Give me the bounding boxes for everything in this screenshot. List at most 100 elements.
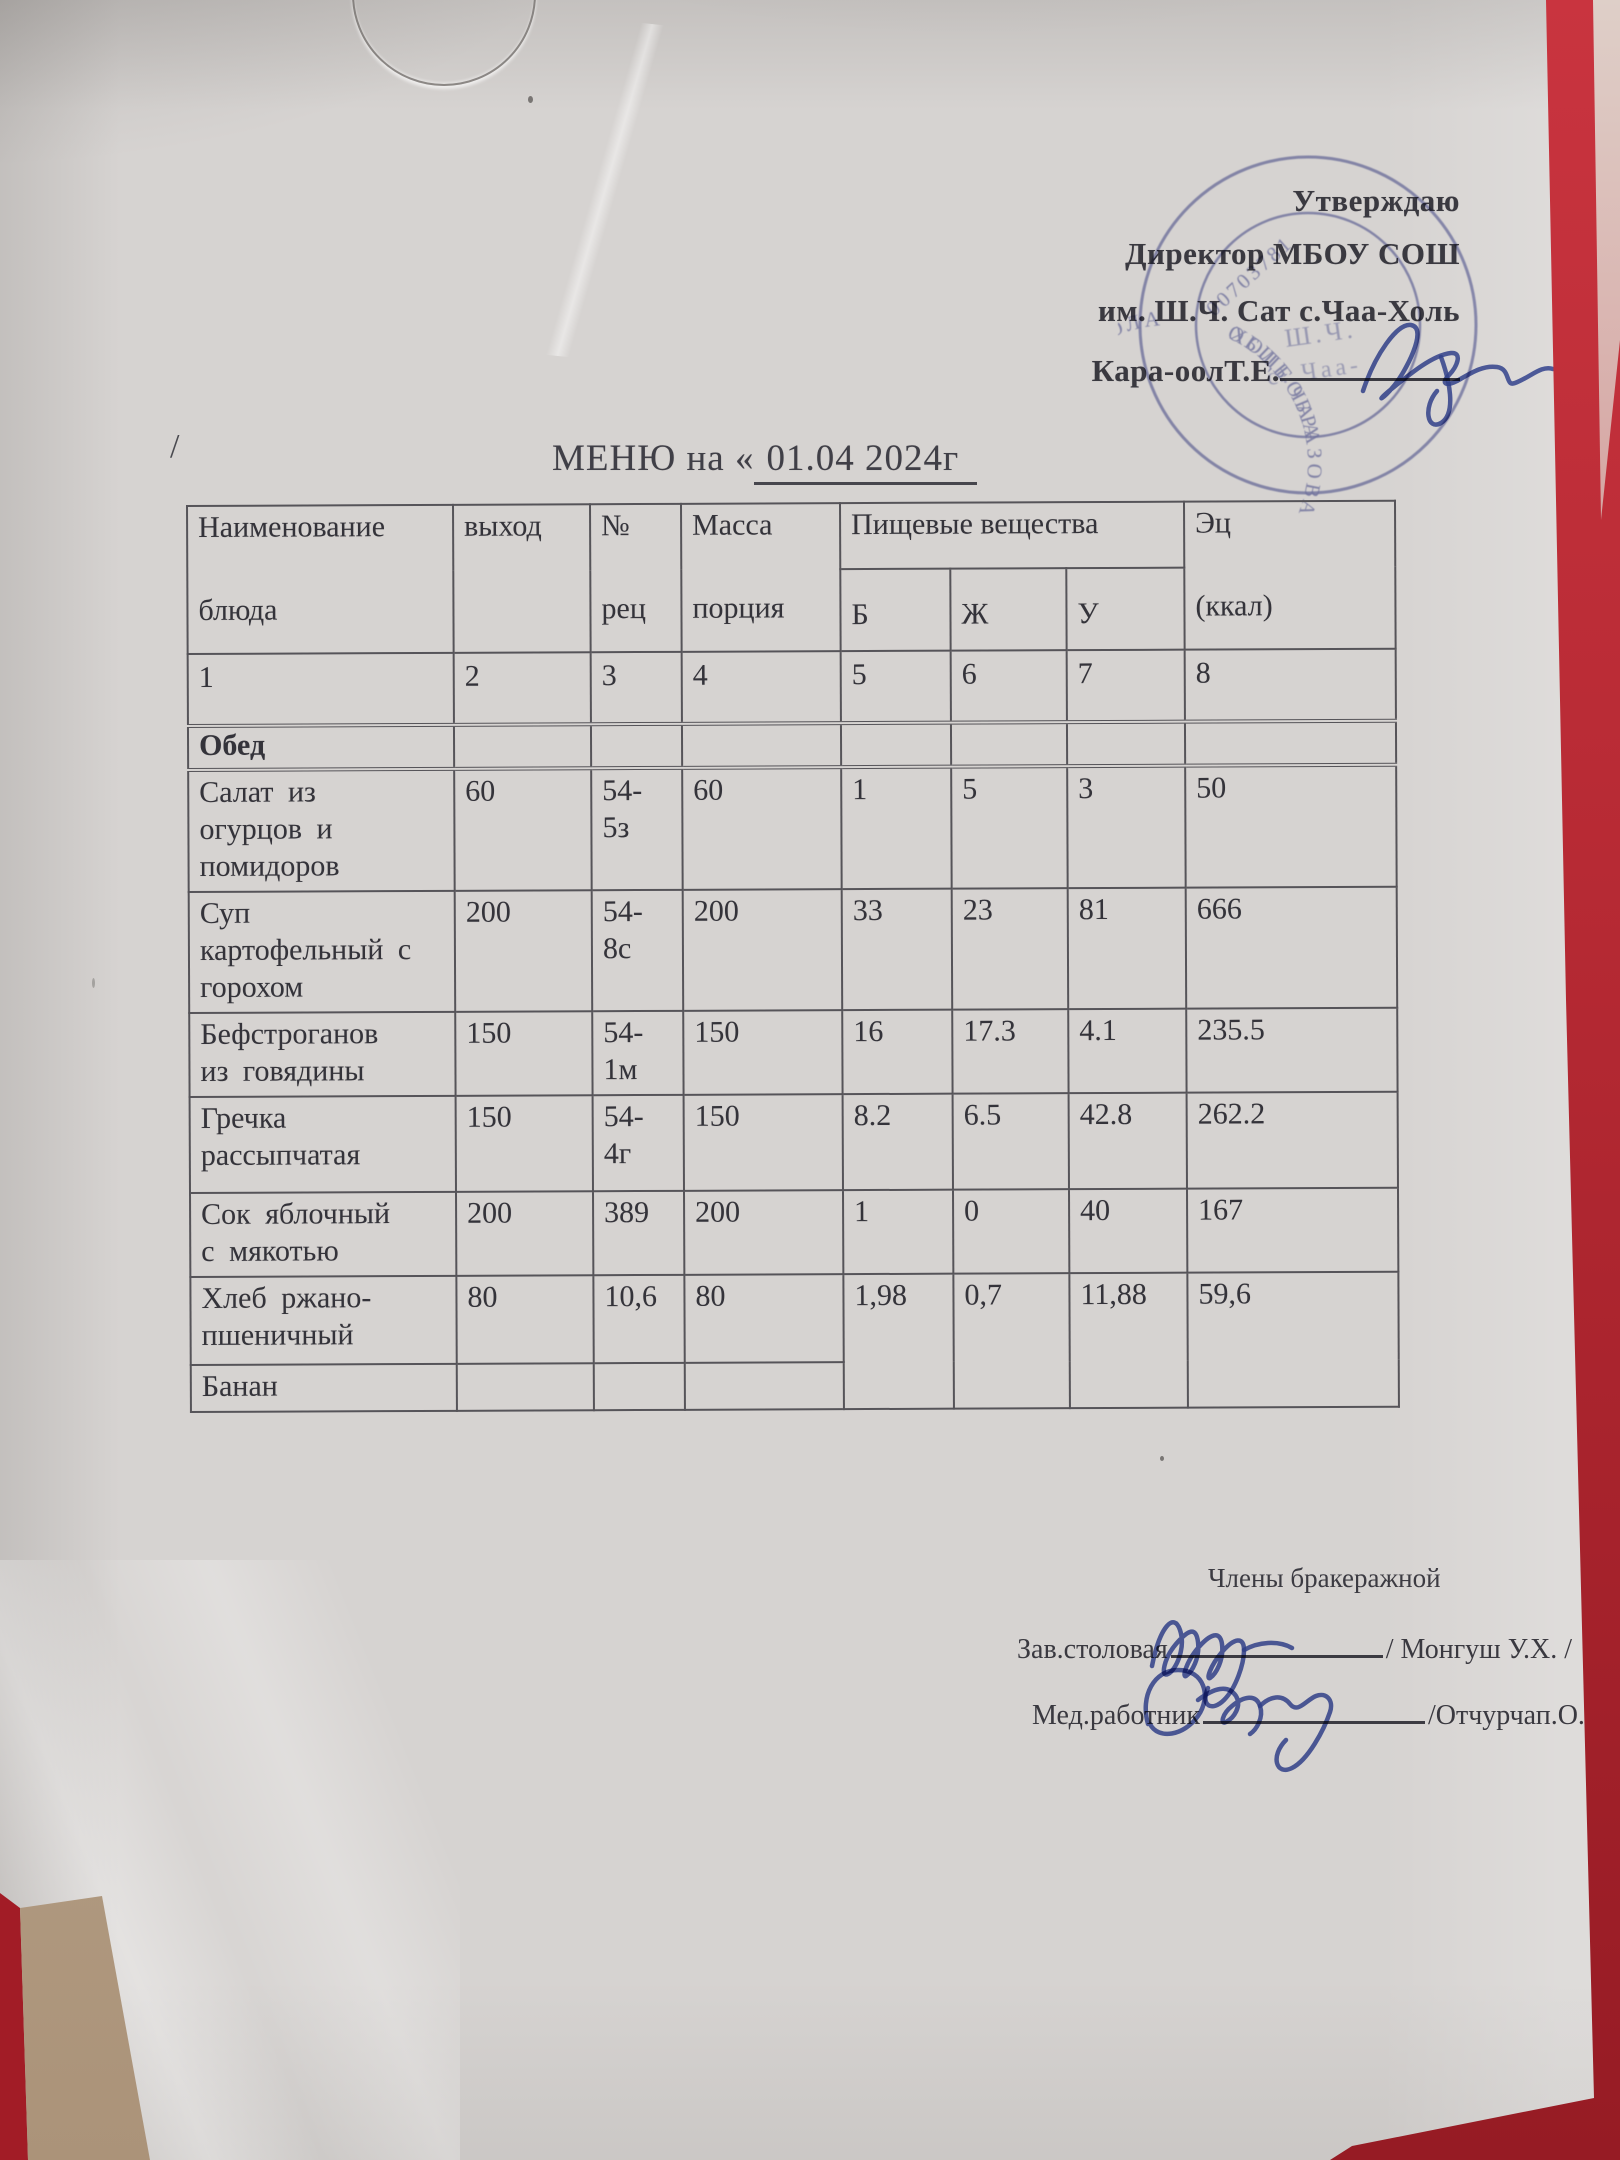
output-cell: 150 — [455, 1011, 593, 1096]
canteen-manager-signature — [1149, 1620, 1295, 1709]
empty-cell — [590, 723, 683, 769]
medical-worker-signature — [1143, 1667, 1334, 1772]
empty-cell — [456, 1363, 594, 1411]
kcal-cell: 235.5 — [1186, 1007, 1398, 1093]
recipe-cell: 10,6 — [593, 1274, 685, 1364]
mass-cell: 200 — [683, 1190, 844, 1275]
column-number: 3 — [590, 651, 682, 725]
recipe-cell: 54- 4г — [592, 1094, 684, 1192]
column-number: 4 — [681, 651, 841, 724]
table-row: Суп картофельный с горохом 200 54- 8с 20… — [188, 886, 1398, 1013]
kcal-cell: 666 — [1185, 886, 1398, 1009]
header-text: Эц — [1195, 506, 1232, 540]
header-text: Наименование — [198, 510, 386, 544]
carbs-cell: 40 — [1068, 1188, 1188, 1274]
menu-table: Наименование блюда выход № рец Масса порция… — [186, 500, 1400, 1413]
header-cell-dish: Наименование блюда — [187, 504, 454, 654]
header-cell-output: выход — [453, 504, 591, 653]
header-text: порция — [692, 591, 785, 625]
header-cell-nutrients-group: Пищевые вещества — [839, 501, 1185, 570]
recipe-cell: 54- 1м — [592, 1010, 684, 1096]
empty-cell — [684, 1362, 844, 1410]
official-round-stamp: ХОЛЬ ЧАА ОБЩЕОБРАЗОВАТЕЛЬНОЕ КОЖУУНА РЕС… — [1118, 155, 1478, 515]
punch-hole — [352, 0, 536, 86]
header-text: Масса — [692, 508, 773, 542]
dish-name-cell: Бефстроганов из говядины — [189, 1011, 456, 1097]
fat-cell: 0 — [952, 1189, 1070, 1274]
header-text: (ккал) — [1195, 589, 1273, 623]
sleeve-glare — [0, 1560, 460, 2160]
carbs-cell: 81 — [1067, 887, 1187, 1010]
kcal-cell: 50 — [1185, 764, 1397, 888]
column-number: 8 — [1184, 648, 1396, 722]
mass-cell: 150 — [683, 1094, 843, 1191]
menu-date: 01.04 2024г — [754, 437, 978, 485]
column-number: 5 — [840, 650, 951, 724]
protein-cell: 16 — [842, 1009, 953, 1095]
table-row: Хлеб ржано- пшеничный 80 10,6 80 1,98 0,… — [190, 1271, 1399, 1410]
protein-cell: 1 — [841, 766, 952, 890]
dish-name-cell: Хлеб ржано- пшеничный — [190, 1275, 457, 1365]
header-cell-energy: Эц (ккал) — [1183, 500, 1396, 650]
protein-cell: 1,98 — [843, 1273, 954, 1410]
empty-cell — [453, 724, 592, 769]
fat-cell: 17.3 — [952, 1009, 1069, 1094]
mass-cell: 150 — [683, 1010, 843, 1095]
carbs-cell: 3 — [1067, 765, 1186, 889]
table-row: Салат из огурцов и помидоров 60 54- 5з 6… — [188, 764, 1397, 892]
person-name: / Монгуш У.Х. / — [1385, 1634, 1572, 1665]
empty-cell — [1066, 721, 1186, 767]
director-name: Кара-оолТ.Е. — [1091, 353, 1280, 388]
empty-cell — [840, 722, 952, 768]
header-cell-protein: Б — [840, 568, 951, 652]
page-title: МЕНЮ на «01.04 2024г — [552, 437, 978, 485]
output-cell: 150 — [455, 1095, 593, 1192]
header-text: № — [601, 509, 630, 543]
signature-stroke — [1241, 1640, 1295, 1653]
sleeve-crease — [502, 12, 708, 368]
signature-stroke — [1143, 1667, 1208, 1737]
signature-stroke — [1426, 354, 1453, 427]
output-cell: 60 — [454, 768, 592, 891]
signature-stroke — [1257, 1692, 1334, 1772]
header-text: выход — [464, 509, 542, 543]
handwritten-slash-mark: / — [170, 428, 180, 465]
protein-cell: 1 — [842, 1189, 954, 1275]
signature-stroke — [1195, 1686, 1264, 1737]
column-numbers-row: 1 2 3 4 5 6 7 8 — [187, 648, 1396, 726]
empty-cell — [593, 1362, 685, 1411]
section-row: Обед — [187, 720, 1397, 770]
approval-signature-line: Кара-оолТ.Е. — [1092, 353, 1460, 389]
carbs-cell: 11,88 — [1069, 1272, 1188, 1409]
column-number: 1 — [187, 652, 454, 726]
empty-cell — [681, 723, 842, 768]
section-label: Обед — [187, 724, 455, 770]
stamp-registration-number: 00703781 — [1201, 231, 1297, 321]
director-signature — [1360, 322, 1556, 427]
mass-cell: 60 — [682, 767, 842, 890]
kcal-cell: 59,6 — [1187, 1271, 1399, 1408]
recipe-cell: 54- 5з — [591, 767, 683, 891]
recipe-cell: 54- 8с — [591, 889, 684, 1012]
header-cell-portion-mass: Масса порция — [680, 503, 841, 652]
mass-cell: 80 — [684, 1274, 844, 1363]
protein-cell: 8.2 — [842, 1093, 953, 1191]
output-cell: 80 — [456, 1275, 594, 1364]
table-row: Сок яблочный с мякотью 200 389 200 1 0 4… — [190, 1187, 1399, 1277]
column-number: 2 — [453, 652, 591, 725]
role-label: Зав.столовая — [1017, 1634, 1168, 1665]
header-text: блюда — [198, 593, 278, 627]
column-number: 7 — [1066, 649, 1185, 723]
table-row: Гречка рассыпчатая 150 54- 4г 150 8.2 6.… — [189, 1091, 1398, 1193]
empty-cell — [1184, 720, 1397, 766]
recipe-cell: 389 — [592, 1190, 685, 1276]
dish-name-cell: Банан — [190, 1363, 457, 1412]
dish-name-cell: Гречка рассыпчатая — [189, 1095, 456, 1193]
protein-cell: 33 — [841, 888, 953, 1011]
fat-cell: 6.5 — [952, 1093, 1069, 1190]
signature-blank-line — [1170, 1635, 1383, 1658]
person-name: /Отчурчап.О.Ч../ — [1427, 1700, 1620, 1731]
header-cell-fat: Ж — [950, 568, 1067, 651]
header-text: рец — [601, 591, 646, 626]
